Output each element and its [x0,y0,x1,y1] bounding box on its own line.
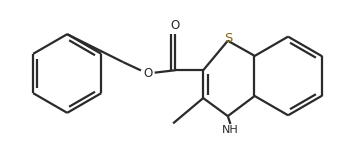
Text: NH: NH [222,125,239,135]
Text: O: O [143,67,152,80]
Text: S: S [224,32,233,45]
Text: O: O [171,19,180,32]
